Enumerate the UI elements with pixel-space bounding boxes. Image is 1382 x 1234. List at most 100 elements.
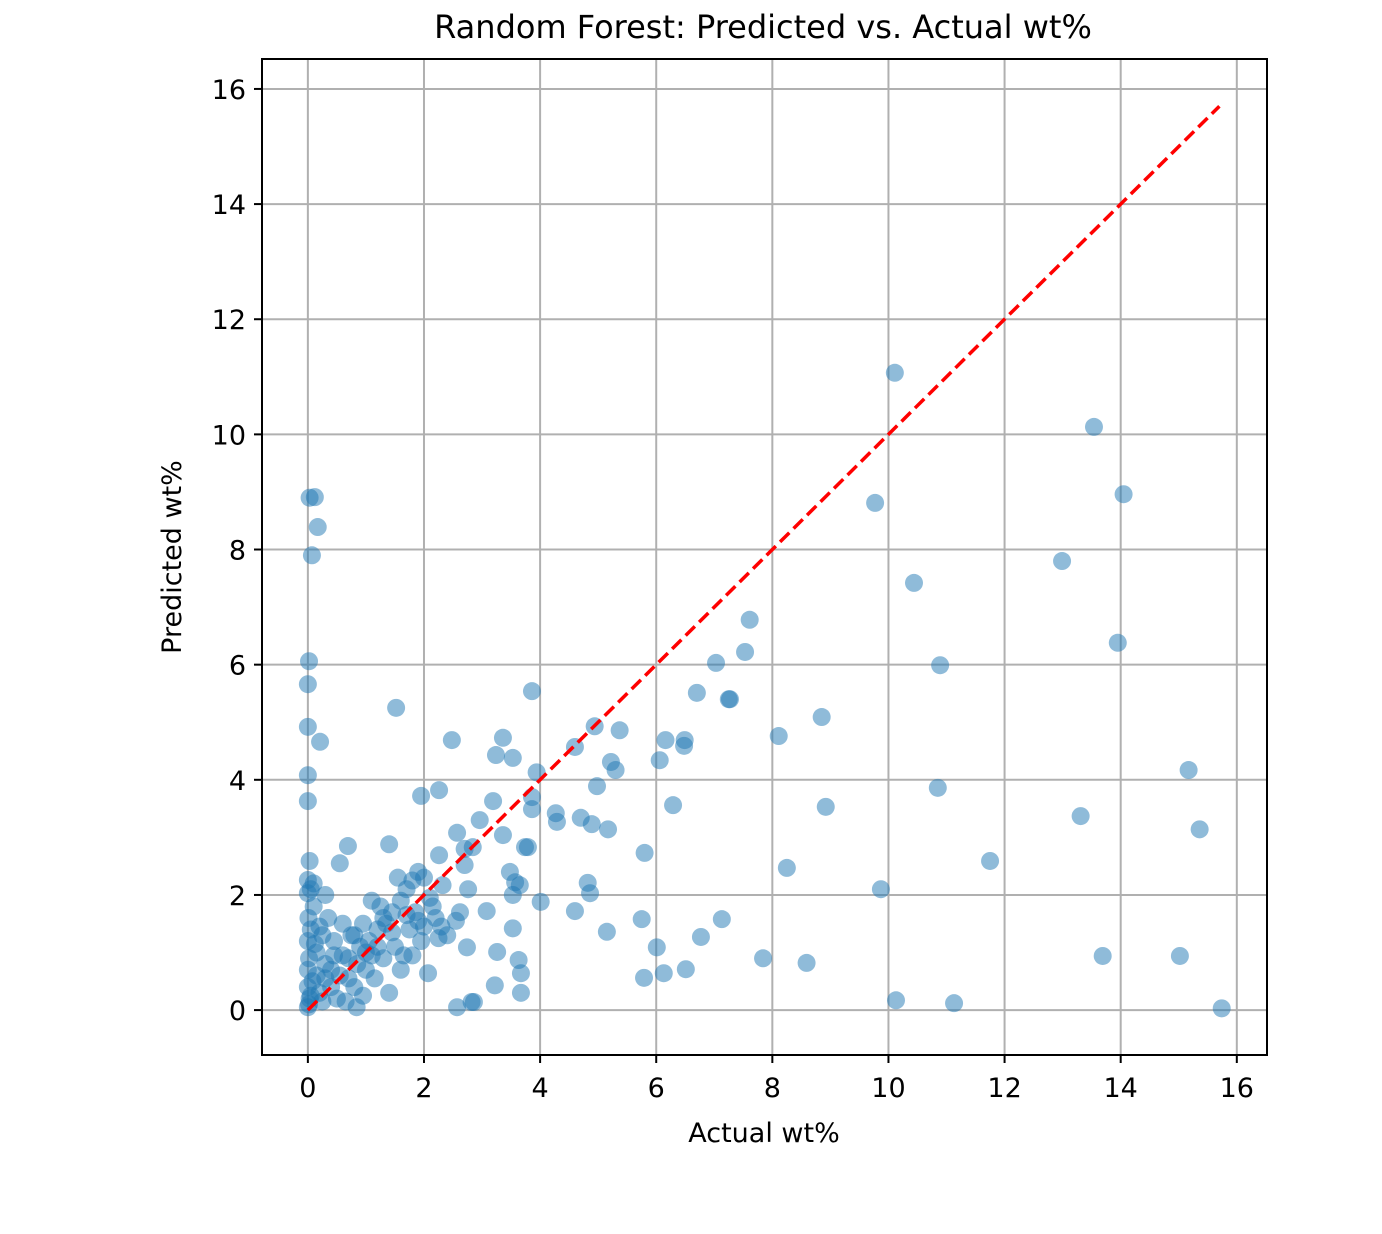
data-point (423, 897, 442, 916)
data-point (531, 892, 550, 911)
data-point (298, 675, 317, 694)
data-point (632, 910, 651, 929)
data-point (380, 835, 399, 854)
data-point (565, 902, 584, 921)
data-point (597, 922, 616, 941)
y-tick-label: 0 (229, 996, 246, 1027)
data-point (754, 949, 773, 968)
y-tick-label: 14 (212, 190, 246, 221)
data-point (720, 690, 739, 709)
data-point (298, 766, 317, 785)
data-point (432, 917, 451, 936)
data-point (740, 610, 759, 629)
data-point (769, 727, 788, 746)
data-point (327, 989, 346, 1008)
data-point (1212, 999, 1231, 1018)
x-tick-label: 2 (415, 1073, 432, 1104)
data-point (387, 698, 406, 717)
data-point (928, 778, 947, 797)
data-point (345, 926, 364, 945)
data-point (712, 910, 731, 929)
data-point (503, 919, 522, 938)
data-point (945, 994, 964, 1013)
data-point (333, 914, 352, 933)
data-points (298, 363, 1231, 1018)
data-point (391, 960, 410, 979)
data-point (338, 837, 357, 856)
data-point (871, 880, 890, 899)
data-point (511, 983, 530, 1002)
data-point (362, 891, 381, 910)
data-point (356, 960, 375, 979)
data-point (397, 906, 416, 925)
data-point (412, 932, 431, 951)
data-point (635, 968, 654, 987)
data-point (571, 808, 590, 827)
data-point (522, 682, 541, 701)
data-point (1093, 946, 1112, 965)
data-point (448, 823, 467, 842)
data-point (931, 656, 950, 675)
data-point (493, 728, 512, 747)
data-point (313, 992, 332, 1011)
data-point (316, 885, 335, 904)
data-point (412, 786, 431, 805)
data-point (777, 858, 796, 877)
x-tick-label: 14 (1104, 1073, 1138, 1104)
data-point (675, 731, 694, 750)
data-point (307, 966, 326, 985)
data-point (459, 880, 478, 899)
data-point (442, 731, 461, 750)
data-point (1053, 552, 1072, 571)
data-point (448, 998, 467, 1017)
data-point (1071, 807, 1090, 826)
data-point (446, 911, 465, 930)
x-tick-label: 6 (648, 1073, 665, 1104)
data-point (383, 923, 402, 942)
data-point (302, 546, 321, 565)
data-point (812, 708, 831, 727)
y-tick-label: 16 (212, 75, 246, 106)
data-point (885, 363, 904, 382)
y-tick-label: 2 (229, 881, 246, 912)
x-axis-label: Actual wt% (688, 1118, 840, 1149)
x-tick-label: 0 (299, 1073, 316, 1104)
data-point (1114, 485, 1133, 504)
data-point (298, 792, 317, 811)
data-point (380, 983, 399, 1002)
x-tick-label: 16 (1220, 1073, 1254, 1104)
data-point (455, 839, 474, 858)
x-tick-label: 4 (532, 1073, 549, 1104)
data-point (430, 846, 449, 865)
data-point (300, 652, 319, 671)
data-point (385, 937, 404, 956)
y-tick-label: 6 (229, 651, 246, 682)
data-point (493, 826, 512, 845)
data-point (488, 942, 507, 961)
data-point (464, 993, 483, 1012)
data-point (311, 732, 330, 751)
data-point (419, 964, 438, 983)
x-tick-label: 10 (871, 1073, 905, 1104)
data-point (1108, 633, 1127, 652)
y-tick-label: 4 (229, 766, 246, 797)
data-point (691, 927, 710, 946)
data-point (707, 653, 726, 672)
y-tick-label: 8 (229, 536, 246, 567)
data-point (511, 964, 530, 983)
y-axis-label: Predicted wt% (157, 460, 188, 654)
data-point (388, 868, 407, 887)
data-point (676, 960, 695, 979)
data-point (304, 874, 323, 893)
data-point (656, 731, 675, 750)
y-tick-label: 10 (212, 420, 246, 451)
data-point (518, 838, 537, 857)
data-point (324, 946, 343, 965)
data-point (403, 946, 422, 965)
data-point (484, 792, 503, 811)
data-point (1190, 820, 1209, 839)
data-point (635, 843, 654, 862)
reference-line (306, 104, 1221, 1012)
plot-frame (261, 58, 1268, 1056)
data-point (905, 573, 924, 592)
